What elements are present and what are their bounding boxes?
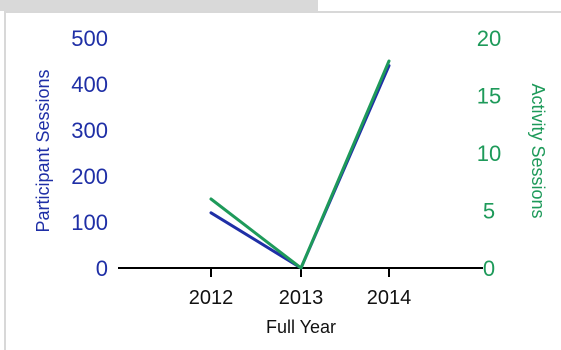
top-tab-strip <box>0 0 318 11</box>
right-tick-label: 10 <box>477 141 501 166</box>
left-tick-label: 100 <box>71 210 108 235</box>
right-tick-label: 5 <box>483 199 495 224</box>
left-axis-ticks: 0 100 200 300 400 500 <box>71 26 108 281</box>
x-tick-label: 2012 <box>189 287 234 309</box>
left-tick-label: 400 <box>71 72 108 97</box>
x-tick-label: 2013 <box>279 287 324 309</box>
left-tick-label: 300 <box>71 118 108 143</box>
right-tick-label: 20 <box>477 26 501 51</box>
left-tick-label: 0 <box>96 256 108 281</box>
x-axis-ticks: 2012 2013 2014 <box>189 268 412 309</box>
chart-frame <box>4 11 561 350</box>
right-tick-label: 0 <box>483 256 495 281</box>
left-axis-label: Participant Sessions <box>33 69 53 232</box>
series-lines <box>209 59 391 270</box>
x-axis-label: Full Year <box>266 317 336 337</box>
right-axis-label: Activity Sessions <box>528 83 548 218</box>
x-tick-label: 2014 <box>367 287 412 309</box>
series-line-activity-sessions <box>209 59 391 270</box>
right-tick-label: 15 <box>477 84 501 109</box>
series-line-participant-sessions <box>209 64 391 270</box>
left-tick-label: 500 <box>71 26 108 51</box>
right-axis-ticks: 0 5 10 15 20 <box>477 26 501 281</box>
left-tick-label: 200 <box>71 164 108 189</box>
